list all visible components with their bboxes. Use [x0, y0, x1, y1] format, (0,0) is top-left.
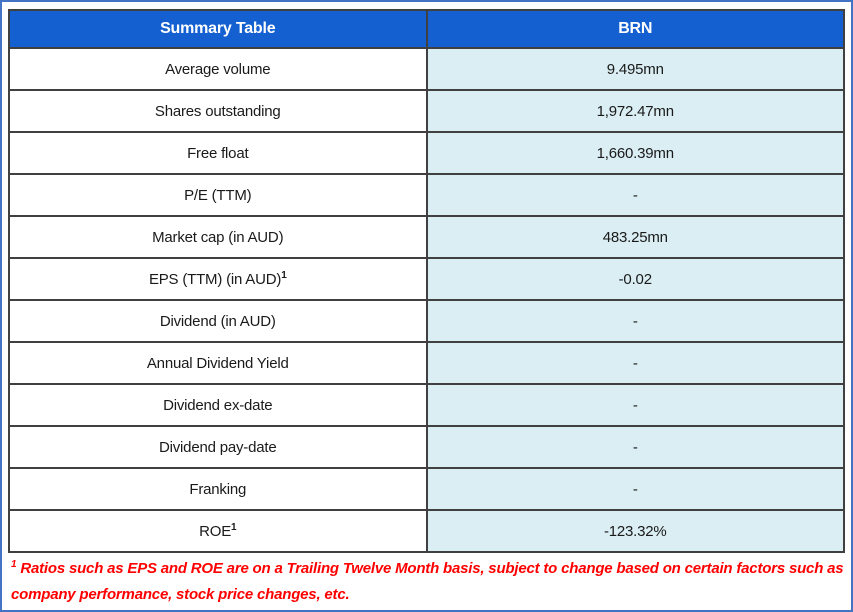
row-value: -: [425, 383, 845, 427]
row-label: Market cap (in AUD): [8, 215, 428, 259]
header-ticker-brn: BRN: [425, 9, 845, 49]
row-value: 1,972.47mn: [425, 89, 845, 133]
header-row: Summary Table BRN: [8, 9, 845, 49]
row-label-text: Dividend (in AUD): [159, 312, 276, 330]
table-row-free-float: Free float 1,660.39mn: [8, 131, 845, 175]
row-value: -0.02: [425, 257, 845, 301]
row-label: Dividend ex-date: [8, 383, 428, 427]
table-row-pe-ttm: P/E (TTM) -: [8, 173, 845, 217]
footnote-text: Ratios such as EPS and ROE are on a Trai…: [11, 560, 844, 603]
row-label: Franking: [8, 467, 428, 511]
summary-table: Summary Table BRN Average volume 9.495mn…: [8, 9, 845, 553]
row-label-text: Franking: [189, 480, 247, 498]
table-row-market-cap: Market cap (in AUD) 483.25mn: [8, 215, 845, 259]
row-label: Average volume: [8, 47, 428, 91]
row-label-text: Average volume: [165, 60, 271, 78]
row-value: -: [425, 341, 845, 385]
row-value: -123.32%: [425, 509, 845, 553]
table-row-average-volume: Average volume 9.495mn: [8, 47, 845, 91]
row-value: -: [425, 173, 845, 217]
row-value: -: [425, 467, 845, 511]
row-value: -: [425, 299, 845, 343]
table-row-franking: Franking -: [8, 467, 845, 511]
table-row-dividend-ex-date: Dividend ex-date -: [8, 383, 845, 427]
row-label-text: ROE: [199, 522, 232, 540]
table-row-dividend-pay-date: Dividend pay-date -: [8, 425, 845, 469]
table-row-dividend: Dividend (in AUD) -: [8, 299, 845, 343]
row-label: Annual Dividend Yield: [8, 341, 428, 385]
row-label-text: P/E (TTM): [184, 186, 252, 204]
row-label: EPS (TTM) (in AUD)1: [8, 257, 428, 301]
row-label-text: Annual Dividend Yield: [146, 354, 289, 372]
row-value: 1,660.39mn: [425, 131, 845, 175]
row-label: ROE1: [8, 509, 428, 553]
row-label: Shares outstanding: [8, 89, 428, 133]
row-label-text: EPS (TTM) (in AUD): [148, 270, 282, 288]
row-label: Free float: [8, 131, 428, 175]
row-label-text: Market cap (in AUD): [152, 228, 284, 246]
table-row-roe: ROE1 -123.32%: [8, 509, 845, 553]
footnote-marker: 1: [231, 521, 237, 533]
table-row-shares-outstanding: Shares outstanding 1,972.47mn: [8, 89, 845, 133]
row-value: 9.495mn: [425, 47, 845, 91]
row-label-text: Dividend pay-date: [158, 438, 277, 456]
row-label: P/E (TTM): [8, 173, 428, 217]
row-label-text: Dividend ex-date: [163, 396, 273, 414]
footnote-sup: 1: [11, 559, 17, 570]
row-value: 483.25mn: [425, 215, 845, 259]
header-summary-table: Summary Table: [8, 9, 428, 49]
table-row-eps-ttm: EPS (TTM) (in AUD)1 -0.02: [8, 257, 845, 301]
row-value: -: [425, 425, 845, 469]
row-label-text: Free float: [187, 144, 249, 162]
footnote-marker: 1: [281, 269, 287, 281]
row-label-text: Shares outstanding: [154, 102, 281, 120]
footnote: 1 Ratios such as EPS and ROE are on a Tr…: [8, 556, 845, 608]
row-label: Dividend pay-date: [8, 425, 428, 469]
row-label: Dividend (in AUD): [8, 299, 428, 343]
table-row-annual-dividend-yield: Annual Dividend Yield -: [8, 341, 845, 385]
